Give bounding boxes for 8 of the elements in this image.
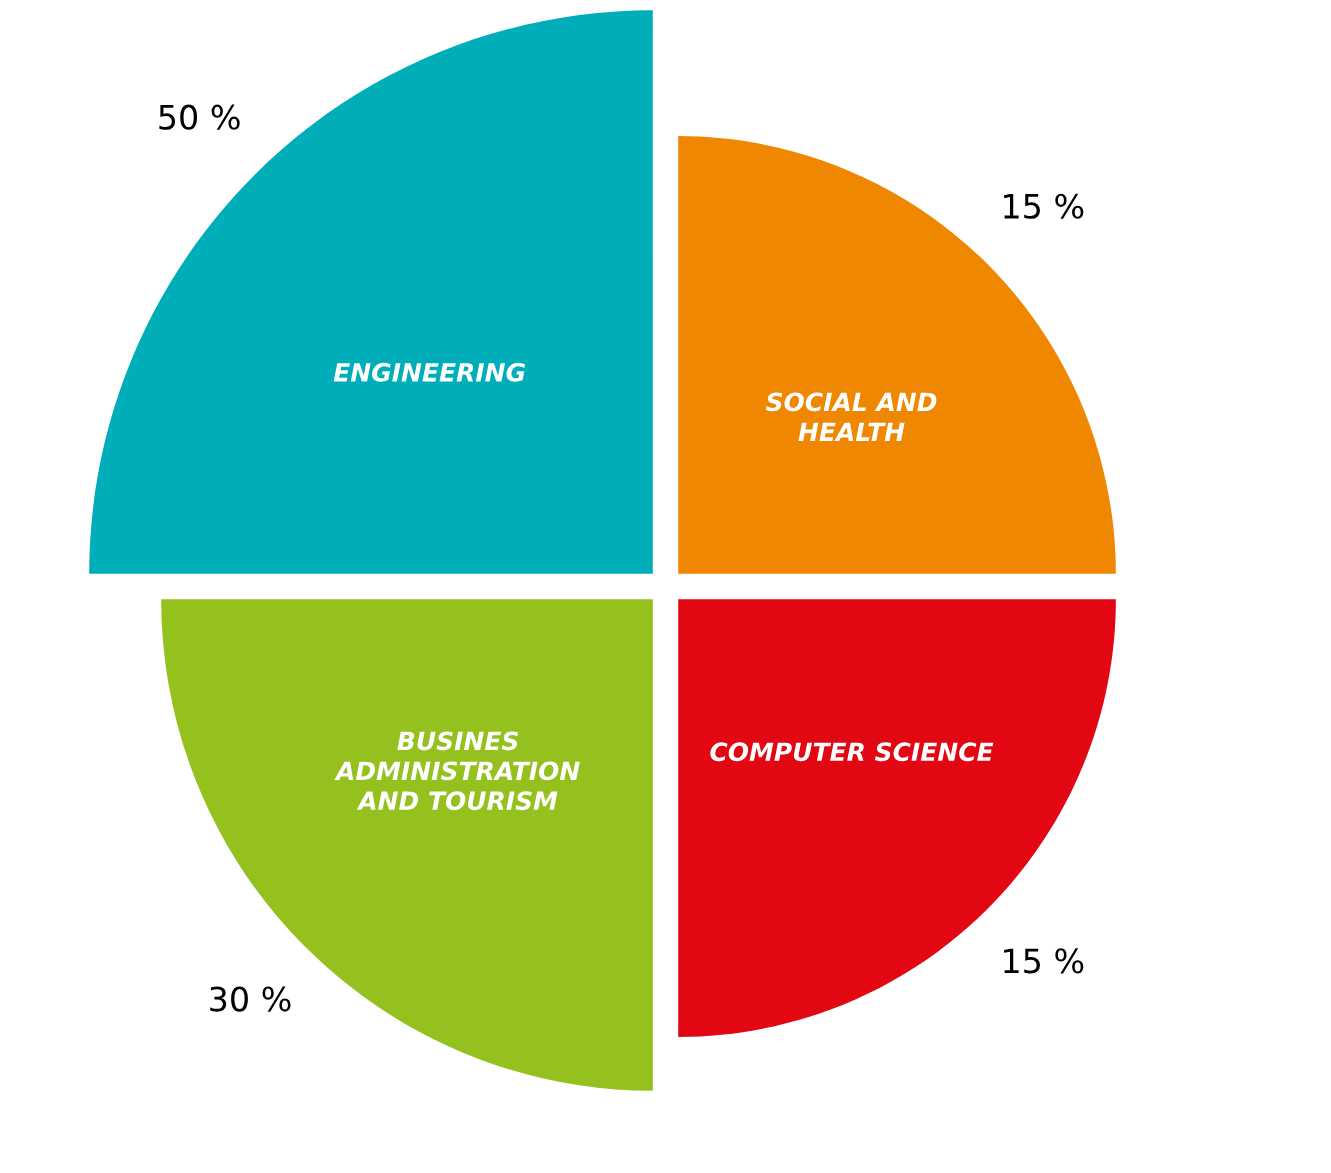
category-label: ENGINEERING bbox=[333, 362, 525, 382]
category-label: SOCIAL AND HEALTH bbox=[765, 392, 937, 441]
data-label: 15 % bbox=[1004, 948, 1084, 974]
category-label: BUSINES ADMINISTRATION AND TOURISM bbox=[334, 731, 580, 811]
data-label: 30 % bbox=[210, 986, 291, 1012]
data-label: 50 % bbox=[159, 104, 240, 130]
data-label: 15 % bbox=[1004, 193, 1084, 219]
category-label: COMPUTER SCIENCE bbox=[710, 742, 994, 762]
